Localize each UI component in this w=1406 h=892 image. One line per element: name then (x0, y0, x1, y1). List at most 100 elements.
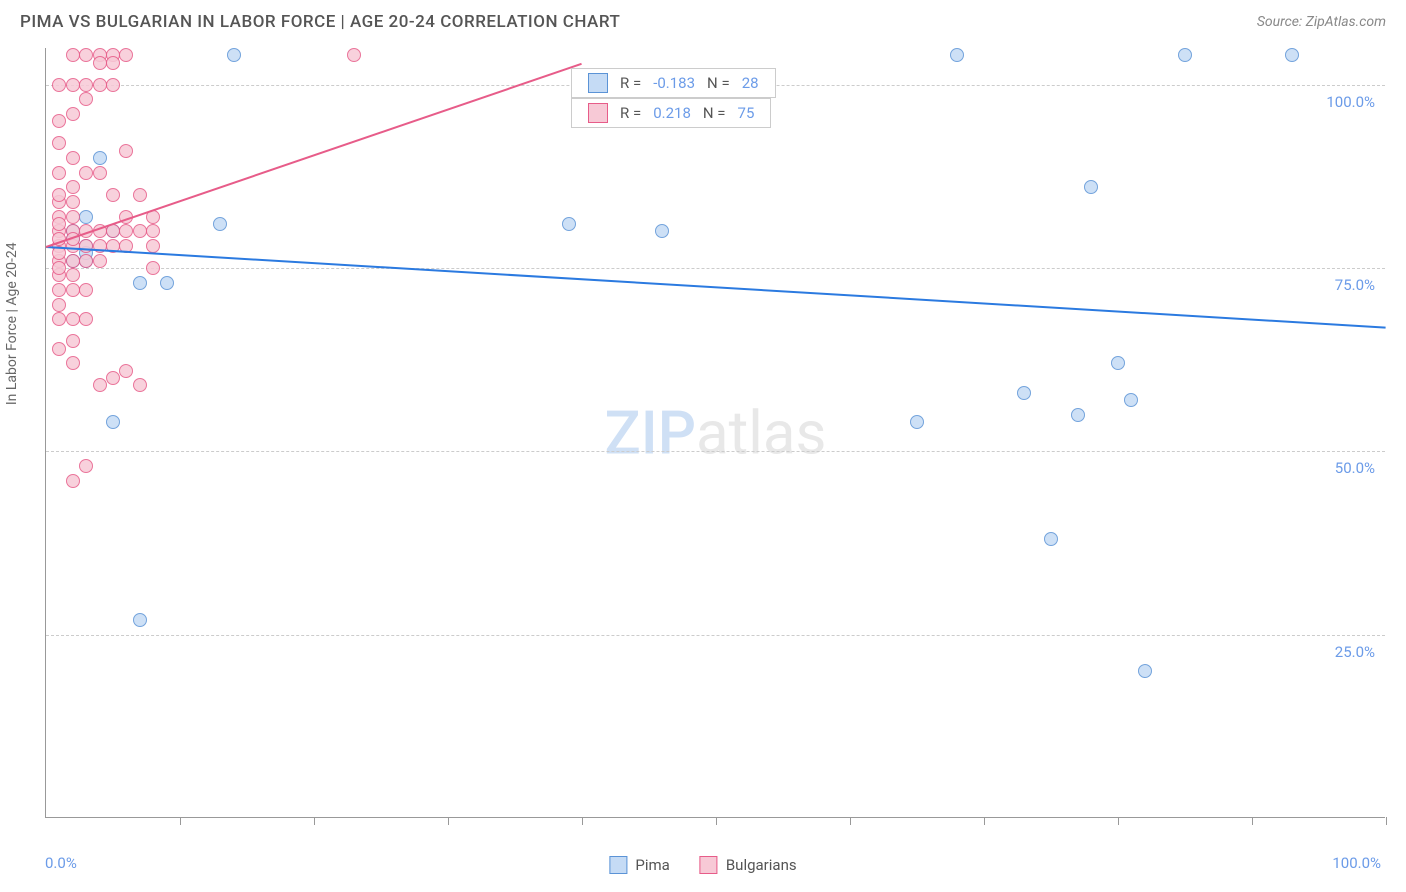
correlation-n-value: 28 (742, 74, 759, 92)
scatter-point (66, 334, 80, 348)
legend-label: Pima (635, 856, 669, 874)
scatter-point (66, 356, 80, 370)
scatter-point (52, 312, 66, 326)
scatter-point (79, 312, 93, 326)
watermark-part-b: atlas (696, 397, 826, 468)
correlation-r-value: -0.183 (653, 74, 695, 92)
scatter-point (79, 166, 93, 180)
scatter-point (52, 114, 66, 128)
scatter-point (52, 298, 66, 312)
x-tick (582, 817, 583, 825)
correlation-swatch (588, 73, 608, 93)
scatter-point (52, 166, 66, 180)
scatter-point (79, 92, 93, 106)
watermark: ZIPatlas (605, 397, 827, 468)
scatter-point (146, 239, 160, 253)
scatter-point (79, 283, 93, 297)
y-tick-label: 50.0% (1335, 459, 1375, 477)
scatter-point (950, 48, 964, 62)
scatter-point (66, 210, 80, 224)
correlation-r-label: R = (620, 74, 641, 92)
scatter-point (655, 224, 669, 238)
scatter-point (146, 224, 160, 238)
scatter-point (66, 78, 80, 92)
scatter-point (93, 151, 107, 165)
scatter-point (66, 254, 80, 268)
scatter-point (66, 474, 80, 488)
gridline-h (46, 451, 1385, 452)
scatter-point (1017, 386, 1031, 400)
x-tick (1118, 817, 1119, 825)
scatter-point (66, 107, 80, 121)
scatter-point (133, 188, 147, 202)
gridline-h (46, 635, 1385, 636)
x-tick (1252, 817, 1253, 825)
scatter-point (119, 48, 133, 62)
scatter-point (93, 56, 107, 70)
scatter-point (79, 78, 93, 92)
scatter-point (133, 224, 147, 238)
scatter-point (79, 254, 93, 268)
scatter-point (133, 378, 147, 392)
scatter-point (106, 371, 120, 385)
scatter-point (1124, 393, 1138, 407)
scatter-point (93, 378, 107, 392)
scatter-point (910, 415, 924, 429)
scatter-point (1285, 48, 1299, 62)
y-tick-label: 75.0% (1335, 276, 1375, 294)
x-tick (314, 817, 315, 825)
legend-label: Bulgarians (726, 856, 797, 874)
chart-title: PIMA VS BULGARIAN IN LABOR FORCE | AGE 2… (20, 12, 620, 32)
scatter-point (133, 613, 147, 627)
trend-line (46, 246, 1386, 329)
scatter-point (347, 48, 361, 62)
correlation-r-value: 0.218 (653, 104, 691, 122)
y-tick-label: 25.0% (1335, 643, 1375, 661)
scatter-point (1044, 532, 1058, 546)
legend-item: Bulgarians (700, 856, 797, 874)
legend-swatch (700, 856, 718, 874)
correlation-box: R = 0.218N =75 (571, 98, 771, 128)
scatter-point (52, 342, 66, 356)
scatter-point (66, 180, 80, 194)
scatter-point (52, 217, 66, 231)
scatter-point (52, 261, 66, 275)
x-tick (1386, 817, 1387, 825)
scatter-point (1178, 48, 1192, 62)
scatter-point (1071, 408, 1085, 422)
scatter-point (1111, 356, 1125, 370)
scatter-point (52, 78, 66, 92)
scatter-point (1138, 664, 1152, 678)
scatter-point (119, 224, 133, 238)
correlation-n-value: 75 (738, 104, 755, 122)
y-tick-label: 100.0% (1326, 93, 1375, 111)
scatter-point (93, 78, 107, 92)
x-tick (984, 817, 985, 825)
scatter-point (1084, 180, 1098, 194)
x-tick (716, 817, 717, 825)
scatter-point (213, 217, 227, 231)
scatter-point (52, 283, 66, 297)
source-label: Source: ZipAtlas.com (1257, 14, 1386, 30)
x-tick (850, 817, 851, 825)
correlation-n-label: N = (707, 74, 730, 92)
scatter-point (133, 276, 147, 290)
scatter-point (66, 195, 80, 209)
scatter-point (106, 188, 120, 202)
scatter-point (52, 136, 66, 150)
correlation-swatch (588, 103, 608, 123)
scatter-point (79, 459, 93, 473)
scatter-point (106, 56, 120, 70)
scatter-point (227, 48, 241, 62)
scatter-point (119, 144, 133, 158)
x-tick (180, 817, 181, 825)
scatter-point (562, 217, 576, 231)
scatter-point (146, 261, 160, 275)
scatter-point (106, 415, 120, 429)
x-tick (448, 817, 449, 825)
x-axis-max-label: 100.0% (1332, 854, 1381, 872)
scatter-point (66, 268, 80, 282)
scatter-point (79, 239, 93, 253)
scatter-point (106, 78, 120, 92)
scatter-point (52, 188, 66, 202)
